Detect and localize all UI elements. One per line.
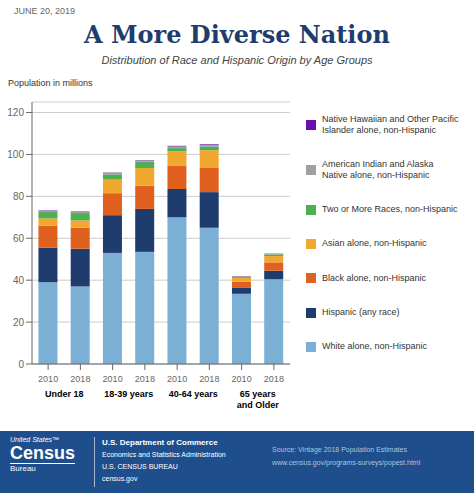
html-text:Native alone, non-Hispanic: Native alone, non-Hispanic bbox=[322, 169, 430, 180]
svg-text:2018: 2018 bbox=[264, 374, 284, 384]
html-text:census.gov: census.gov bbox=[102, 475, 138, 482]
html-text:United States™: United States™ bbox=[10, 436, 59, 443]
html-text:Economics and Statistics Admin: Economics and Statistics Administration bbox=[102, 451, 226, 458]
html-text:Census: Census bbox=[10, 443, 75, 463]
html-text:Two or More Races, non-Hispani: Two or More Races, non-Hispanic bbox=[322, 204, 458, 215]
html-text:Population in millions: Population in millions bbox=[8, 78, 93, 88]
svg-text:40-64 years: 40-64 years bbox=[169, 389, 218, 399]
html-text:Hispanic (any race): Hispanic (any race) bbox=[322, 307, 400, 317]
html-text:JUNE 20, 2019: JUNE 20, 2019 bbox=[14, 6, 75, 16]
html-text:www.census.gov/programs-survey: www.census.gov/programs-surveys/popest.h… bbox=[272, 459, 421, 466]
html-text:Black alone, non-Hispanic: Black alone, non-Hispanic bbox=[322, 272, 427, 283]
html-text:Native Hawaiian and Other Paci: Native Hawaiian and Other Pacific bbox=[322, 113, 459, 124]
svg-text:0: 0 bbox=[18, 359, 24, 370]
svg-text:18-39 years: 18-39 years bbox=[104, 389, 153, 399]
svg-text:Under 18: Under 18 bbox=[45, 389, 84, 399]
svg-text:60: 60 bbox=[13, 233, 25, 244]
svg-text:2010: 2010 bbox=[167, 374, 187, 384]
html-text:White alone, non-Hispanic: White alone, non-Hispanic bbox=[322, 341, 428, 352]
html-text:U.S. Department of Commerce: U.S. Department of Commerce bbox=[102, 438, 218, 447]
svg-text:2018: 2018 bbox=[199, 374, 219, 384]
svg-text:2018: 2018 bbox=[70, 374, 90, 384]
svg-text:65 yearsand Older: 65 yearsand Older bbox=[237, 389, 280, 410]
svg-text:120: 120 bbox=[8, 107, 24, 118]
svg-text:2018: 2018 bbox=[135, 374, 155, 384]
html-text:Islander alone, non-Hispanic: Islander alone, non-Hispanic bbox=[322, 124, 437, 135]
svg-text:40: 40 bbox=[13, 275, 25, 286]
svg-text:20: 20 bbox=[13, 317, 25, 328]
html-text:Distribution of Race and Hispa: Distribution of Race and Hispanic Origin… bbox=[101, 54, 373, 66]
svg-text:2010: 2010 bbox=[38, 374, 58, 384]
html-text:American Indian and Alaska: American Indian and Alaska bbox=[322, 158, 434, 169]
html-text:U.S. CENSUS BUREAU: U.S. CENSUS BUREAU bbox=[102, 463, 178, 470]
svg-text:2010: 2010 bbox=[232, 374, 252, 384]
html-text:Source: Vintage 2018 Populatio: Source: Vintage 2018 Population Estimate… bbox=[272, 446, 407, 453]
svg-text:2010: 2010 bbox=[103, 374, 123, 384]
html-text:A More Diverse Nation: A More Diverse Nation bbox=[84, 20, 390, 49]
html-text:Asian alone, non-Hispanic: Asian alone, non-Hispanic bbox=[322, 238, 427, 249]
html-text:Bureau: Bureau bbox=[10, 464, 36, 473]
svg-text:80: 80 bbox=[13, 191, 25, 202]
svg-text:100: 100 bbox=[8, 149, 24, 160]
